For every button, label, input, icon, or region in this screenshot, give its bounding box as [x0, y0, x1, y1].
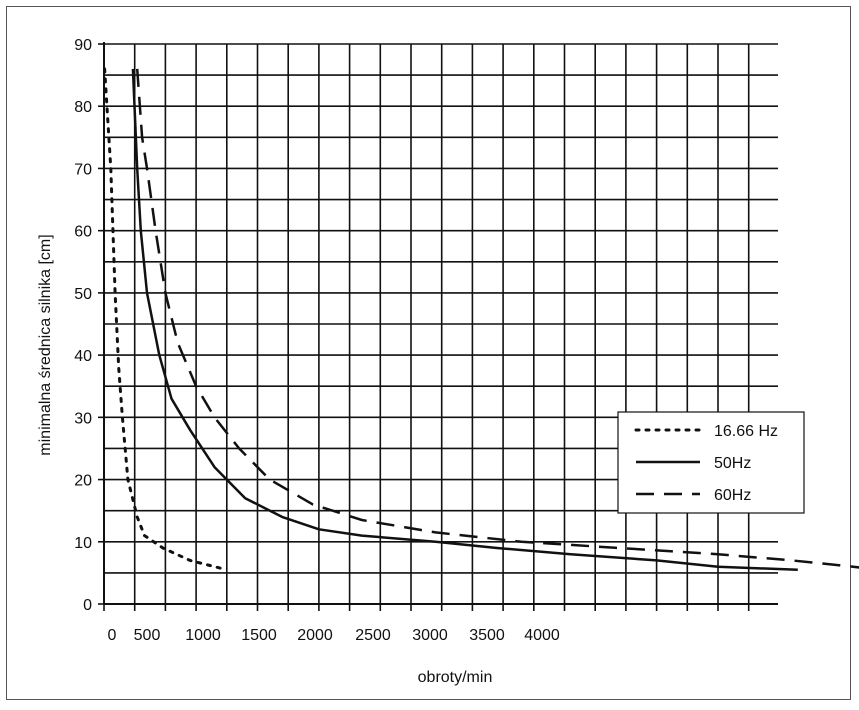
x-tick-label: 1500: [241, 627, 277, 644]
x-tick-label: 500: [134, 627, 161, 644]
legend-label-60hz: 60Hz: [714, 487, 751, 504]
x-tick-label: 3500: [469, 627, 505, 644]
x-tick-label: 3000: [412, 627, 448, 644]
y-tick-labels: 0 10 20 30 40 50 60 70 80 90: [74, 37, 92, 614]
y-tick-label: 20: [74, 473, 92, 490]
y-tick-label: 60: [74, 224, 92, 241]
x-tick-labels: 0 500 1000 1500 2000 2500 3000 3500 4000: [108, 627, 560, 644]
x-tick-label: 4000: [524, 627, 560, 644]
y-axis-label: minimalna średnica silnika [cm]: [37, 234, 54, 455]
series-lines: [103, 67, 859, 572]
series-line-0: [103, 67, 229, 572]
series-line-1: [131, 68, 798, 572]
legend-label-16hz: 16.66 Hz: [714, 423, 778, 440]
series-line-2: [135, 68, 859, 569]
legend: 16.66 Hz 50Hz 60Hz: [617, 411, 805, 514]
x-tick-label: 1000: [185, 627, 221, 644]
y-tick-label: 50: [74, 286, 92, 303]
x-tick-label: 0: [108, 627, 117, 644]
y-tick-label: 80: [74, 99, 92, 116]
y-tick-label: 90: [74, 37, 92, 54]
legend-label-50hz: 50Hz: [714, 455, 751, 472]
y-tick-label: 0: [83, 597, 92, 614]
x-axis-label: obroty/min: [418, 669, 493, 686]
grid: [104, 43, 778, 604]
x-tick-label: 2000: [297, 627, 333, 644]
axes: [98, 42, 778, 611]
y-tick-label: 40: [74, 348, 92, 365]
chart-frame: [6, 6, 851, 700]
y-tick-label: 70: [74, 161, 92, 178]
x-tick-label: 2500: [355, 627, 391, 644]
y-tick-label: 10: [74, 535, 92, 552]
y-tick-label: 30: [74, 410, 92, 427]
